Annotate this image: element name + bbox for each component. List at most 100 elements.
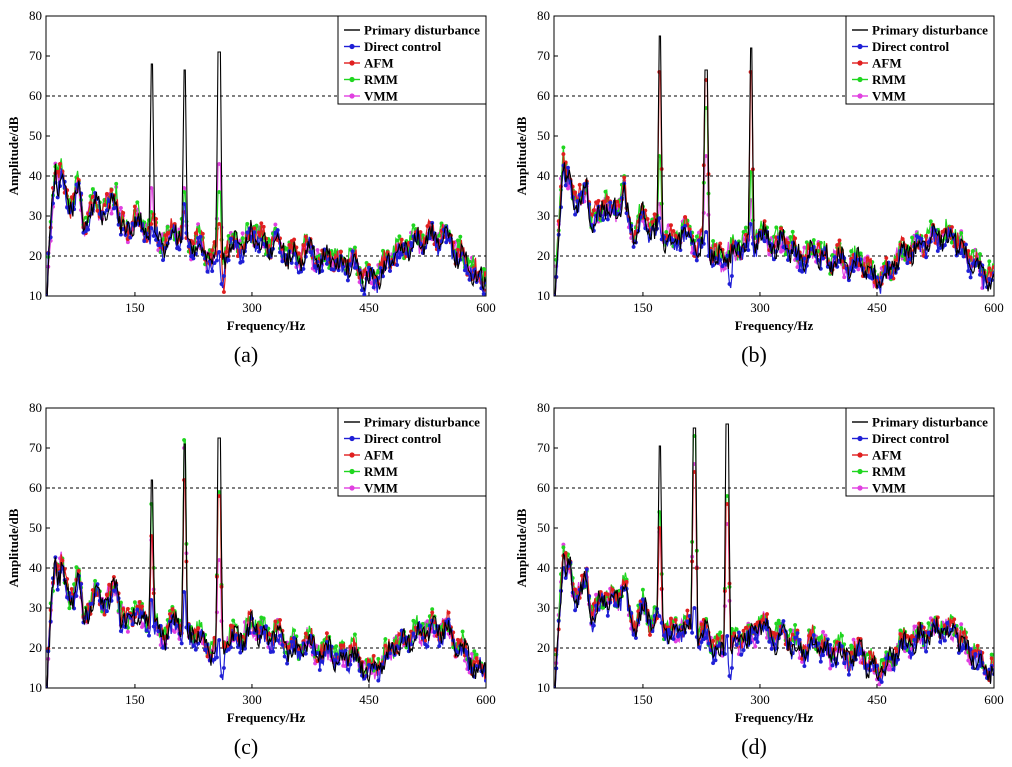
series-point (978, 272, 983, 277)
series-point (711, 661, 716, 666)
series-point (261, 224, 266, 229)
x-tick-label: 300 (750, 692, 770, 707)
series-point (109, 187, 114, 192)
series-point (816, 242, 821, 247)
x-axis-label: Frequency/Hz (735, 710, 814, 725)
series-group (46, 437, 486, 688)
series-point (743, 625, 748, 630)
series-point (172, 629, 177, 634)
series-point (135, 200, 140, 205)
series-point (973, 652, 978, 657)
series-point (383, 643, 388, 648)
series-point (238, 650, 243, 655)
series-point (418, 640, 423, 645)
series-point (320, 659, 325, 664)
legend-swatch-marker (349, 435, 355, 442)
series-point (93, 578, 98, 583)
series-point (563, 183, 568, 188)
y-tick-label: 30 (537, 208, 550, 223)
series-point (671, 228, 676, 233)
series-point (963, 242, 968, 247)
series-point (715, 636, 720, 641)
series-point (233, 633, 238, 638)
series-point (219, 674, 224, 679)
series-point (928, 219, 933, 224)
series-point (889, 274, 894, 279)
y-tick-label: 10 (537, 680, 550, 695)
series-point (942, 638, 947, 643)
series-point (252, 230, 257, 235)
series-point (455, 247, 460, 252)
series-point (640, 597, 645, 602)
series-point (591, 208, 596, 213)
series-point (317, 668, 322, 673)
series-point (198, 623, 203, 628)
series-point (196, 626, 201, 631)
series-point (631, 244, 636, 249)
series-point (561, 545, 566, 550)
series-point (704, 635, 709, 640)
series-point (409, 240, 414, 245)
series-point (671, 636, 676, 641)
series-point (734, 643, 739, 648)
y-tick-label: 70 (29, 440, 42, 455)
series-point (673, 233, 678, 238)
series-point (376, 678, 381, 683)
series-point (734, 627, 739, 632)
series-point (348, 662, 353, 667)
series-point (788, 234, 793, 239)
legend-swatch-marker (857, 60, 863, 66)
series-point (573, 212, 578, 217)
series-point (118, 205, 123, 210)
series-point (811, 238, 816, 243)
series-point (851, 637, 856, 642)
series-point (687, 227, 692, 232)
series-point (591, 623, 596, 628)
series-point (221, 290, 226, 295)
series-point (776, 618, 781, 623)
series-point (898, 632, 903, 637)
series-point (425, 644, 430, 649)
y-tick-label: 80 (537, 400, 550, 415)
y-axis-label: Amplitude/dB (514, 116, 529, 195)
series-point (55, 587, 60, 592)
series-point (111, 588, 116, 593)
legend-entry: RMM (872, 72, 906, 87)
y-tick-label: 70 (29, 48, 42, 63)
series-point (151, 624, 156, 629)
series-point (959, 622, 964, 627)
series-point (320, 268, 325, 273)
series-point (301, 243, 306, 248)
series-point (865, 663, 870, 668)
legend-entry: Direct control (364, 39, 442, 54)
legend-box (337, 15, 487, 105)
series-point (669, 223, 674, 228)
series-point (868, 650, 873, 655)
series-point (891, 667, 896, 672)
series-point (865, 256, 870, 261)
series-point (362, 292, 367, 296)
series-point (214, 655, 219, 660)
series-point (418, 230, 423, 235)
series-point (224, 250, 229, 255)
series-point (444, 240, 449, 245)
x-tick-label: 450 (359, 692, 379, 707)
series-point (217, 558, 222, 563)
series-point (301, 266, 306, 271)
series-point (645, 216, 650, 221)
series-point (303, 631, 308, 636)
series-point (718, 257, 723, 262)
series-point (605, 592, 610, 597)
series-point (786, 240, 791, 245)
legend-swatch-marker (857, 435, 863, 442)
series-point (292, 237, 297, 242)
x-tick-label: 300 (750, 300, 770, 315)
series-point (378, 262, 383, 267)
legend-entry: Primary disturbance (364, 415, 480, 430)
series-point (793, 635, 798, 640)
series-point (191, 241, 196, 246)
legend-swatch-marker (349, 485, 355, 491)
series-point (982, 670, 987, 675)
